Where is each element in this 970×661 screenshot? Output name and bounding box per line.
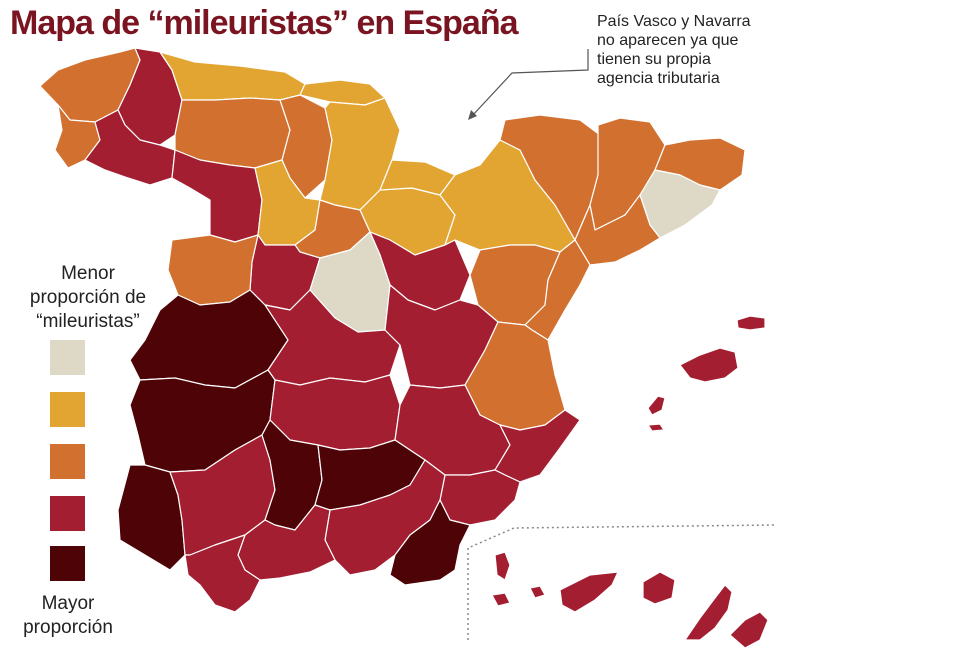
province-alicante: [494, 409, 581, 483]
island-fuerteventura: [684, 584, 733, 641]
legend-swatch-4: [50, 496, 85, 531]
legend-swatch-1: [50, 340, 85, 375]
legend-title-high: Mayor proporción: [8, 592, 128, 640]
province-almeria: [389, 499, 471, 586]
legend-swatch-2: [50, 392, 85, 427]
note-line: tienen su propia: [597, 51, 711, 68]
legend-line: “mileuristas”: [36, 311, 140, 332]
note-line: País Vasco y Navarra: [597, 13, 751, 30]
legend-title-low: Menor proporción de “mileuristas”: [8, 262, 168, 334]
province-asturias: [159, 51, 306, 101]
callout-note: País Vasco y Navarra no aparecen ya que …: [597, 12, 797, 88]
island-lanzarote: [729, 611, 769, 649]
island-la-palma: [494, 551, 511, 581]
canary-inset-frame: [467, 524, 776, 640]
province-tarragona: [574, 194, 661, 266]
legend-swatch-3: [50, 444, 85, 479]
island-el-hierro: [491, 592, 511, 607]
note-line: no aparecen ya que: [597, 32, 739, 49]
province-murcia: [439, 469, 521, 526]
page-title: Mapa de “mileuristas” en España: [10, 4, 519, 42]
legend-line: proporción de: [29, 287, 147, 308]
island-menorca: [736, 315, 766, 331]
legend-line: proporción: [23, 617, 113, 638]
island-gran-canaria: [642, 571, 676, 605]
legend-line: Mayor: [41, 593, 95, 614]
island-ibiza: [647, 395, 666, 416]
island-formentera: [647, 423, 665, 432]
province-palencia: [279, 94, 333, 199]
island-la-gomera: [529, 585, 546, 599]
legend-line: Menor: [61, 263, 115, 284]
legend-swatch-5: [50, 546, 85, 581]
island-tenerife: [559, 571, 619, 613]
island-mallorca: [679, 347, 739, 383]
note-line: agencia tributaria: [597, 70, 720, 87]
callout-arrowhead: [468, 110, 477, 120]
province-cadiz: [184, 534, 261, 613]
province-castellon: [524, 239, 591, 341]
callout-line: [471, 49, 589, 117]
